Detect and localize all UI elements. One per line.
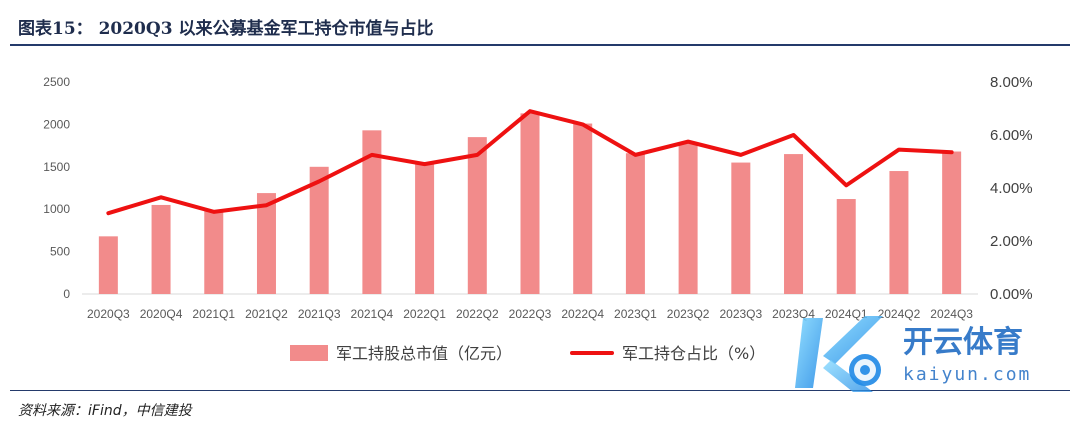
bar xyxy=(573,123,593,294)
y-right-tick-label: 0.00% xyxy=(990,286,1033,303)
watermark-text: 开云体育 xyxy=(903,325,1023,360)
y-left-tick-label: 0 xyxy=(63,287,70,301)
bar xyxy=(678,143,698,294)
source-rule xyxy=(10,390,1070,391)
legend-bar-label: 军工持股总市值（亿元） xyxy=(336,344,512,363)
bar xyxy=(467,137,487,294)
x-tick-label: 2021Q2 xyxy=(245,307,288,321)
x-tick-label: 2023Q4 xyxy=(772,307,815,321)
x-tick-label: 2022Q1 xyxy=(403,307,446,321)
x-tick-label: 2021Q1 xyxy=(192,307,235,321)
x-tick-label: 2021Q4 xyxy=(351,307,394,321)
y-left-tick-label: 2000 xyxy=(43,117,70,131)
k-logo-icon xyxy=(795,316,883,392)
bar xyxy=(151,204,171,294)
bar xyxy=(731,162,751,294)
x-tick-label: 2020Q3 xyxy=(87,307,130,321)
x-tick-label: 2022Q2 xyxy=(456,307,499,321)
watermark-logo: 开云体育 kaiyun.com xyxy=(795,316,1031,392)
source-note: 资料来源：iFind，中信建投 xyxy=(18,403,192,419)
x-tick-label: 2023Q1 xyxy=(614,307,657,321)
legend-bar-swatch xyxy=(290,345,328,361)
bar xyxy=(836,199,856,294)
x-tick-label: 2023Q2 xyxy=(667,307,710,321)
x-tick-label: 2024Q3 xyxy=(930,307,973,321)
bar xyxy=(204,210,224,294)
x-tick-label: 2022Q4 xyxy=(561,307,604,321)
y-right-tick-label: 2.00% xyxy=(990,233,1033,250)
bar xyxy=(98,236,118,294)
y-left-tick-label: 1000 xyxy=(43,202,70,216)
line-series xyxy=(106,109,954,216)
bar xyxy=(520,113,540,294)
title-rule xyxy=(10,44,1070,46)
x-tick-label: 2021Q3 xyxy=(298,307,341,321)
y-right-tick-label: 8.00% xyxy=(990,74,1033,91)
watermark-subtext: kaiyun.com xyxy=(903,364,1031,385)
bar xyxy=(889,171,909,294)
y-right-tick-label: 6.00% xyxy=(990,127,1033,144)
x-tick-label: 2022Q3 xyxy=(509,307,552,321)
bar xyxy=(309,166,329,294)
y-right-tick-label: 4.00% xyxy=(990,180,1033,197)
y-left-tick-label: 2500 xyxy=(43,75,70,89)
figure-title: 图表15： 2020Q3 以来公募基金军工持仓市值与占比 xyxy=(18,19,434,39)
x-tick-label: 2024Q1 xyxy=(825,307,868,321)
x-tick-label: 2023Q3 xyxy=(719,307,762,321)
bar xyxy=(256,193,276,294)
bar xyxy=(942,151,962,294)
y-left-tick-label: 500 xyxy=(50,245,70,259)
x-tick-label: 2020Q4 xyxy=(140,307,183,321)
x-tick-label: 2024Q2 xyxy=(878,307,921,321)
legend-line-label: 军工持仓占比（%） xyxy=(622,344,765,363)
y-left-tick-label: 1500 xyxy=(43,160,70,174)
bar xyxy=(362,130,382,294)
bar xyxy=(625,153,645,294)
bar xyxy=(784,154,804,294)
bar xyxy=(415,163,435,294)
